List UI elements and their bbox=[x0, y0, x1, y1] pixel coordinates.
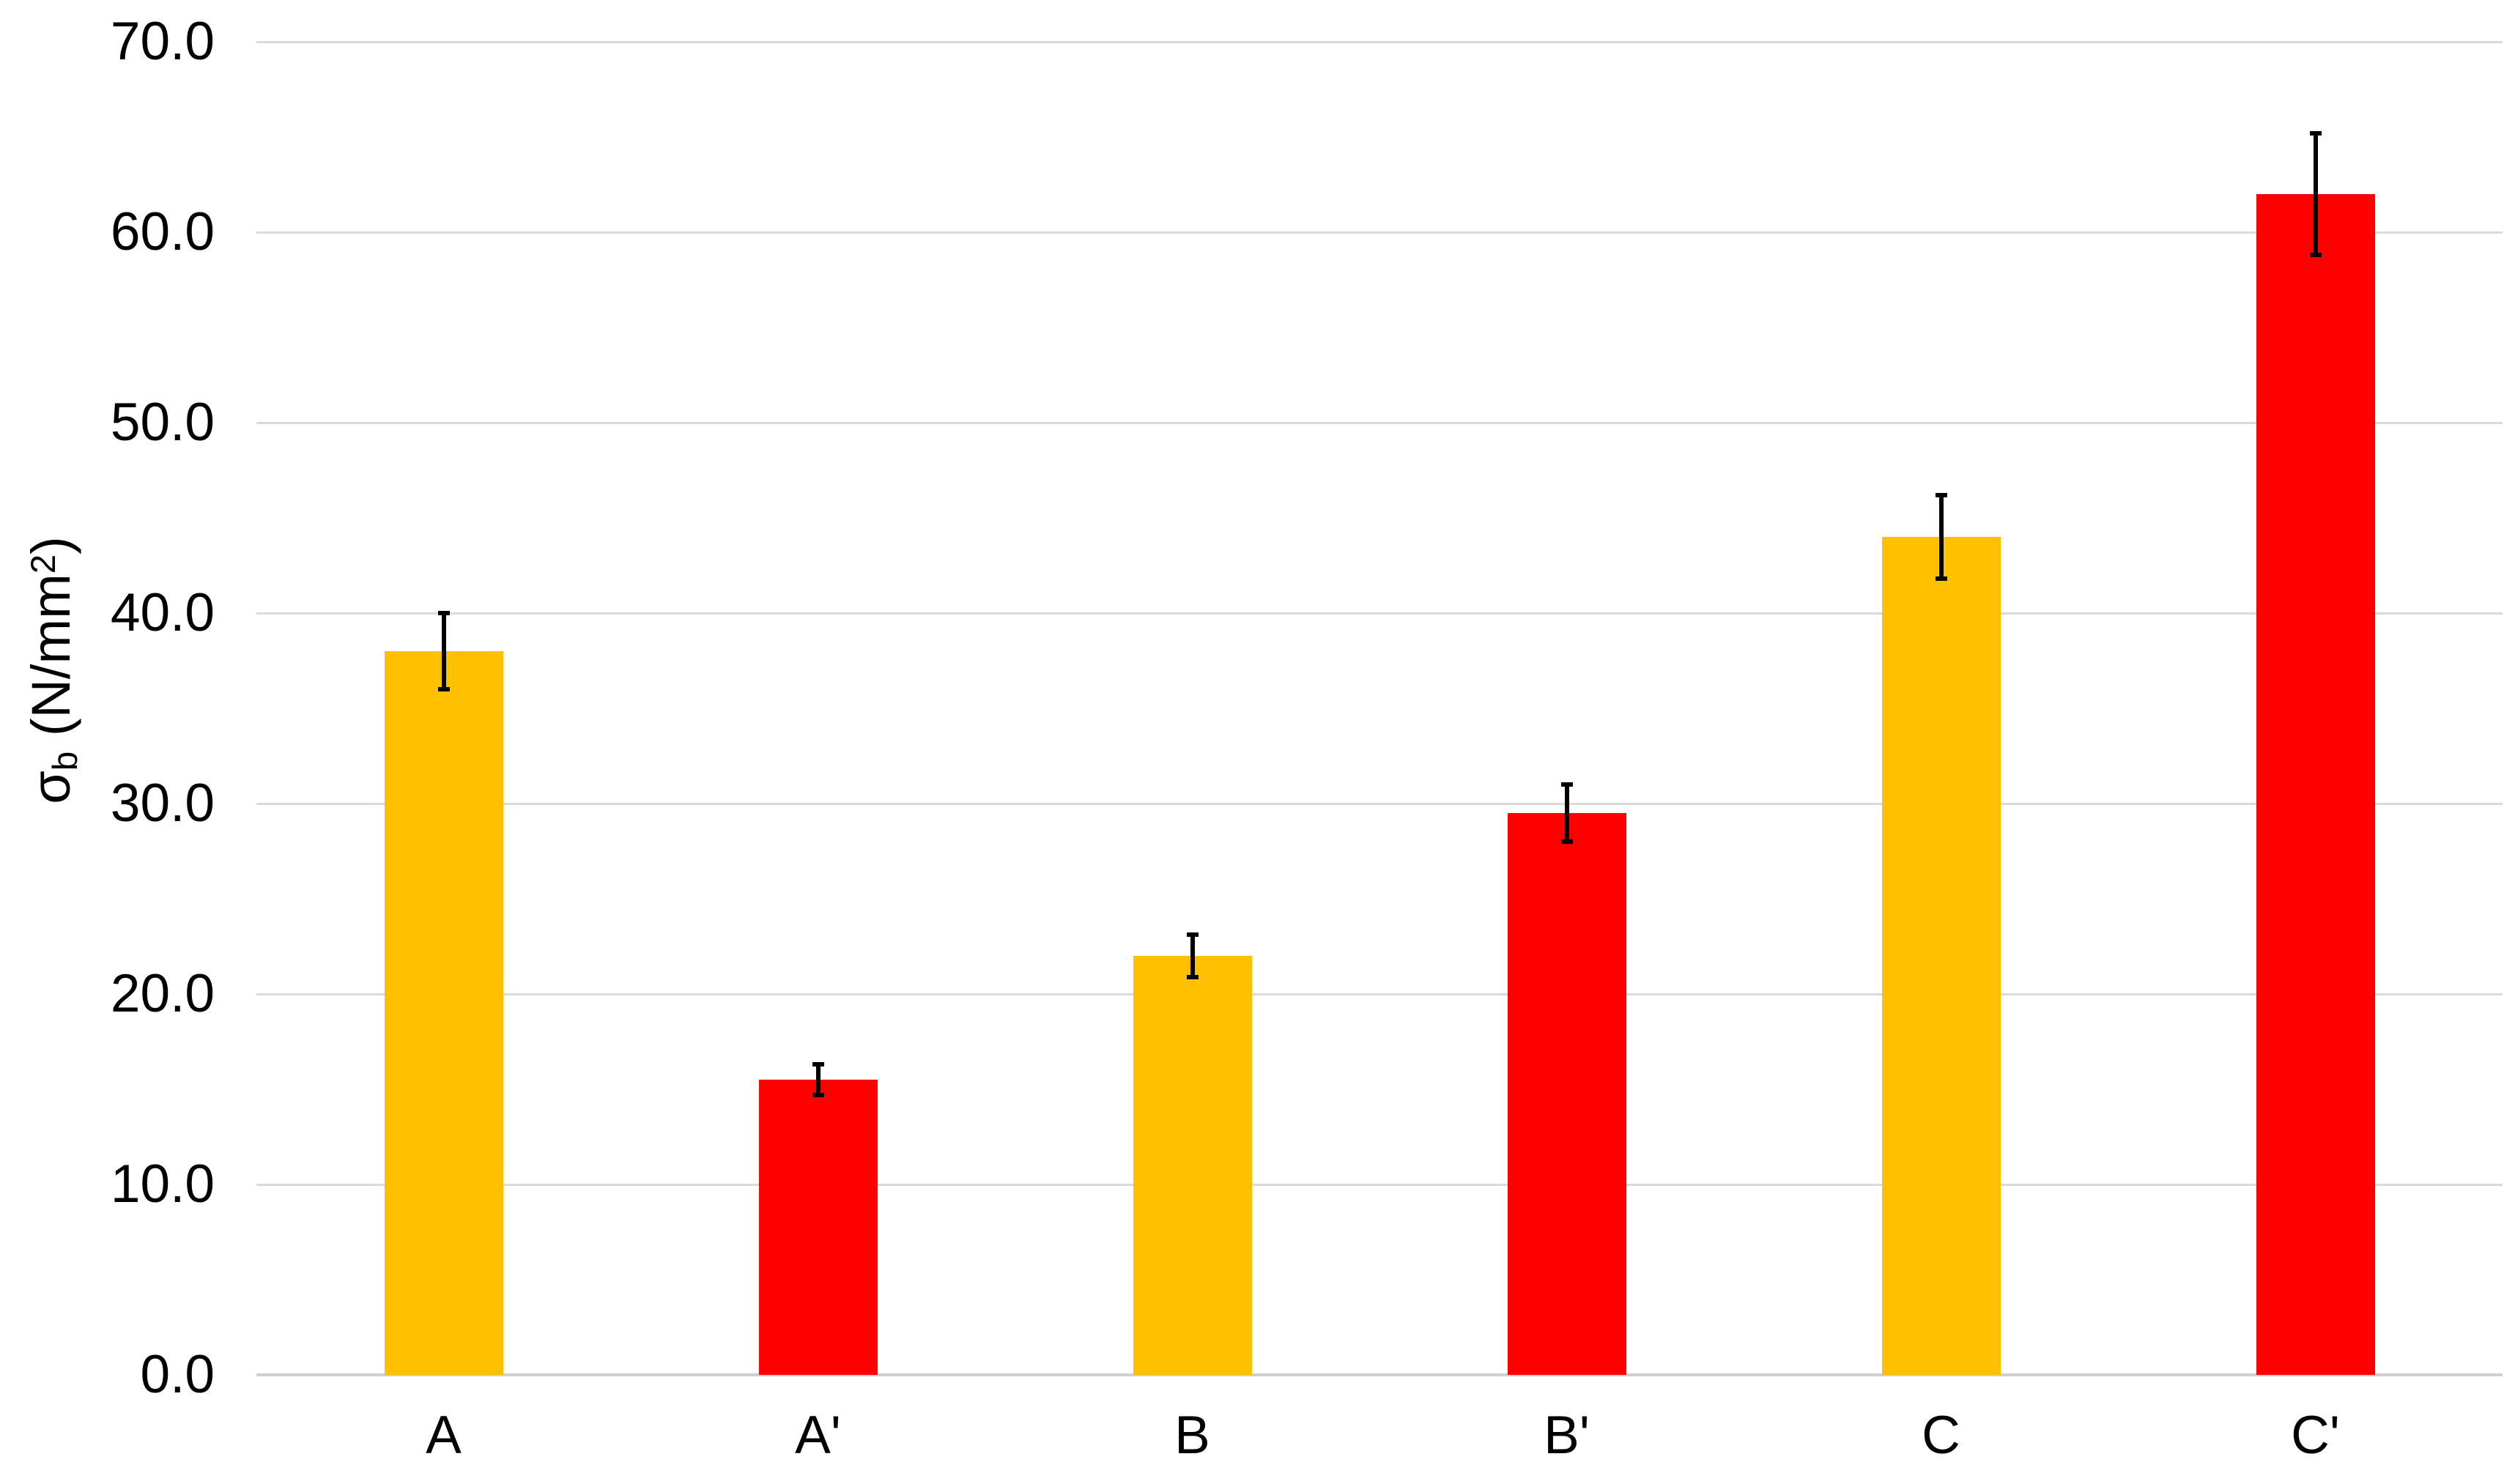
y-axis-title-superscript: 2 bbox=[23, 554, 63, 574]
bar-B bbox=[1133, 956, 1252, 1375]
error-bar-whisker-B bbox=[1190, 935, 1195, 977]
error-bar-cap-top-A bbox=[437, 611, 450, 615]
y-tick-label-50.0: 50.0 bbox=[110, 393, 215, 452]
bar-C bbox=[1881, 537, 2001, 1375]
error-bar-whisker-C bbox=[1938, 494, 1944, 579]
bar-C' bbox=[2256, 194, 2375, 1375]
y-tick-label-0.0: 0.0 bbox=[140, 1345, 215, 1404]
x-tick-label-A': A' bbox=[795, 1406, 841, 1465]
error-bar-cap-bottom-B bbox=[1186, 974, 1199, 979]
x-tick-label-A: A bbox=[426, 1406, 462, 1465]
error-bar-cap-top-C' bbox=[2309, 130, 2322, 136]
y-axis-title-subscript: b bbox=[46, 751, 86, 771]
y-axis-title-close-paren: ) bbox=[20, 536, 81, 554]
y-tick-label-70.0: 70.0 bbox=[110, 12, 215, 71]
x-tick-label-B: B bbox=[1174, 1406, 1210, 1465]
y-tick-label-60.0: 60.0 bbox=[110, 202, 215, 261]
x-tick-label-C': C' bbox=[2291, 1406, 2340, 1465]
error-bar-cap-top-B' bbox=[1560, 782, 1573, 787]
bar-A' bbox=[758, 1080, 878, 1375]
gridline-40.0 bbox=[256, 612, 2503, 615]
error-bar-cap-bottom-B' bbox=[1560, 839, 1573, 844]
x-tick-label-C: C bbox=[1922, 1406, 1960, 1465]
y-tick-label-30.0: 30.0 bbox=[110, 773, 215, 833]
gridline-60.0 bbox=[256, 231, 2503, 234]
gridline-30.0 bbox=[256, 802, 2503, 805]
error-bar-whisker-C' bbox=[2313, 133, 2318, 256]
bar-B' bbox=[1507, 813, 1626, 1375]
error-bar-cap-top-B bbox=[1186, 932, 1199, 938]
error-bar-whisker-A bbox=[441, 613, 446, 689]
x-axis-line bbox=[256, 1373, 2503, 1376]
error-bar-whisker-B' bbox=[1564, 784, 1569, 842]
error-bar-whisker-A' bbox=[815, 1064, 821, 1095]
error-bar-cap-bottom-C' bbox=[2309, 253, 2322, 258]
bar-A bbox=[384, 651, 503, 1375]
error-bar-cap-bottom-A bbox=[437, 687, 450, 691]
y-tick-label-10.0: 10.0 bbox=[110, 1154, 215, 1214]
gridline-70.0 bbox=[256, 40, 2503, 43]
x-tick-label-B': B' bbox=[1544, 1406, 1590, 1465]
y-tick-label-40.0: 40.0 bbox=[110, 583, 215, 642]
y-axis-title: σb (N/mm2) bbox=[20, 536, 86, 804]
error-bar-cap-bottom-C bbox=[1935, 576, 1947, 582]
gridline-20.0 bbox=[256, 993, 2503, 995]
y-tick-label-20.0: 20.0 bbox=[110, 964, 215, 1023]
gridline-50.0 bbox=[256, 421, 2503, 424]
error-bar-cap-top-A' bbox=[812, 1062, 824, 1067]
error-bar-cap-top-C bbox=[1935, 492, 1947, 497]
gridline-10.0 bbox=[256, 1183, 2503, 1186]
error-bar-cap-bottom-A' bbox=[812, 1092, 824, 1097]
